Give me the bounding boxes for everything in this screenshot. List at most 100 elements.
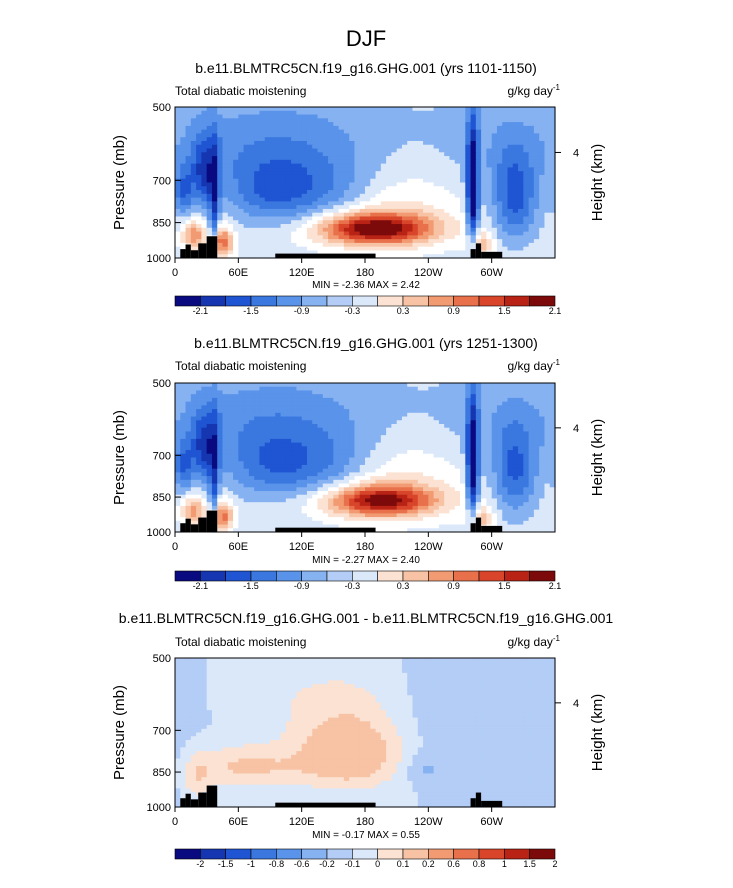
field-cell xyxy=(491,197,498,202)
field-cell xyxy=(280,178,287,184)
field-cell xyxy=(549,208,556,214)
field-cell xyxy=(259,254,266,259)
field-cell xyxy=(365,110,371,116)
field-cell xyxy=(470,144,477,150)
field-cell xyxy=(475,423,482,429)
field-cell xyxy=(365,442,371,447)
field-cell xyxy=(254,227,261,233)
field-cell xyxy=(528,468,535,473)
field-cell xyxy=(533,254,540,259)
field-cell xyxy=(349,250,356,255)
field-cell xyxy=(354,140,361,146)
colorbar-swatch xyxy=(276,295,302,307)
field-cell xyxy=(354,397,361,403)
field-cell xyxy=(333,212,340,218)
field-cell xyxy=(291,468,297,473)
field-cell xyxy=(254,442,261,447)
field-cell xyxy=(502,208,509,214)
field-cell xyxy=(486,453,493,459)
field-cell xyxy=(423,140,429,146)
field-cell xyxy=(417,483,424,488)
field-cell xyxy=(496,476,503,481)
field-cell xyxy=(270,401,276,406)
field-cell xyxy=(343,483,350,488)
field-cell xyxy=(444,201,451,206)
field-cell xyxy=(259,483,266,488)
field-cell xyxy=(449,156,456,161)
field-cell xyxy=(270,227,276,233)
field-cell xyxy=(401,216,408,221)
field-cell xyxy=(391,409,398,414)
field-cell xyxy=(412,435,419,440)
field-cell xyxy=(243,479,250,485)
field-cell xyxy=(544,390,551,395)
field-cell xyxy=(306,468,313,473)
field-cell xyxy=(222,133,229,138)
field-cell xyxy=(190,205,197,210)
field-cell xyxy=(196,193,202,199)
field-cell xyxy=(238,178,245,184)
field-cell xyxy=(423,227,429,233)
field-cell xyxy=(328,242,334,248)
field-cell xyxy=(328,197,334,202)
field-cell xyxy=(233,476,239,481)
field-cell xyxy=(338,461,345,466)
field-cell xyxy=(417,397,424,403)
field-cell xyxy=(333,159,340,165)
field-cell xyxy=(196,114,202,119)
field-cell xyxy=(264,178,271,184)
field-cell xyxy=(544,468,551,473)
field-cell xyxy=(359,239,366,244)
field-cell xyxy=(449,125,456,131)
field-cell xyxy=(301,464,308,470)
field-cell xyxy=(175,231,181,236)
field-cell xyxy=(359,137,366,142)
field-cell xyxy=(380,235,387,240)
field-cell xyxy=(185,118,192,123)
field-cell xyxy=(312,401,319,406)
field-cell xyxy=(296,239,303,244)
field-cell xyxy=(396,386,403,392)
field-cell xyxy=(322,461,329,466)
field-cell xyxy=(248,118,255,123)
field-cell xyxy=(354,409,361,414)
field-cell xyxy=(254,472,261,477)
field-cell xyxy=(401,174,408,180)
field-cell xyxy=(343,197,350,202)
field-cell xyxy=(333,464,340,470)
field-cell xyxy=(248,125,255,131)
field-cell xyxy=(533,446,540,451)
field-cell xyxy=(507,122,514,127)
field-cell xyxy=(206,390,213,395)
field-cell xyxy=(359,163,366,168)
field-cell xyxy=(491,239,498,244)
field-cell xyxy=(423,435,429,440)
field-cell xyxy=(544,208,551,214)
field-cell xyxy=(412,129,419,135)
field-cell xyxy=(454,193,461,199)
field-cell xyxy=(444,412,451,418)
field-cell xyxy=(190,212,197,218)
field-cell xyxy=(433,159,440,165)
field-cell xyxy=(185,208,192,214)
field-cell xyxy=(449,133,456,138)
field-cell xyxy=(412,159,419,165)
field-cell xyxy=(444,390,451,395)
field-cell xyxy=(512,401,519,406)
field-cell xyxy=(180,208,187,214)
field-cell xyxy=(460,242,466,248)
field-cell xyxy=(312,156,319,161)
field-cell xyxy=(206,405,213,410)
field-cell xyxy=(412,122,419,127)
field-cell xyxy=(438,472,445,477)
field-cell xyxy=(196,182,202,187)
field-cell xyxy=(365,137,371,142)
field-cell xyxy=(333,156,340,161)
field-cell xyxy=(254,423,261,429)
field-cell xyxy=(301,446,308,451)
right-axis-label: Height (km) xyxy=(589,144,606,222)
field-cell xyxy=(475,409,482,414)
field-cell xyxy=(544,107,551,112)
field-cell xyxy=(365,140,371,146)
field-cell xyxy=(502,383,509,388)
